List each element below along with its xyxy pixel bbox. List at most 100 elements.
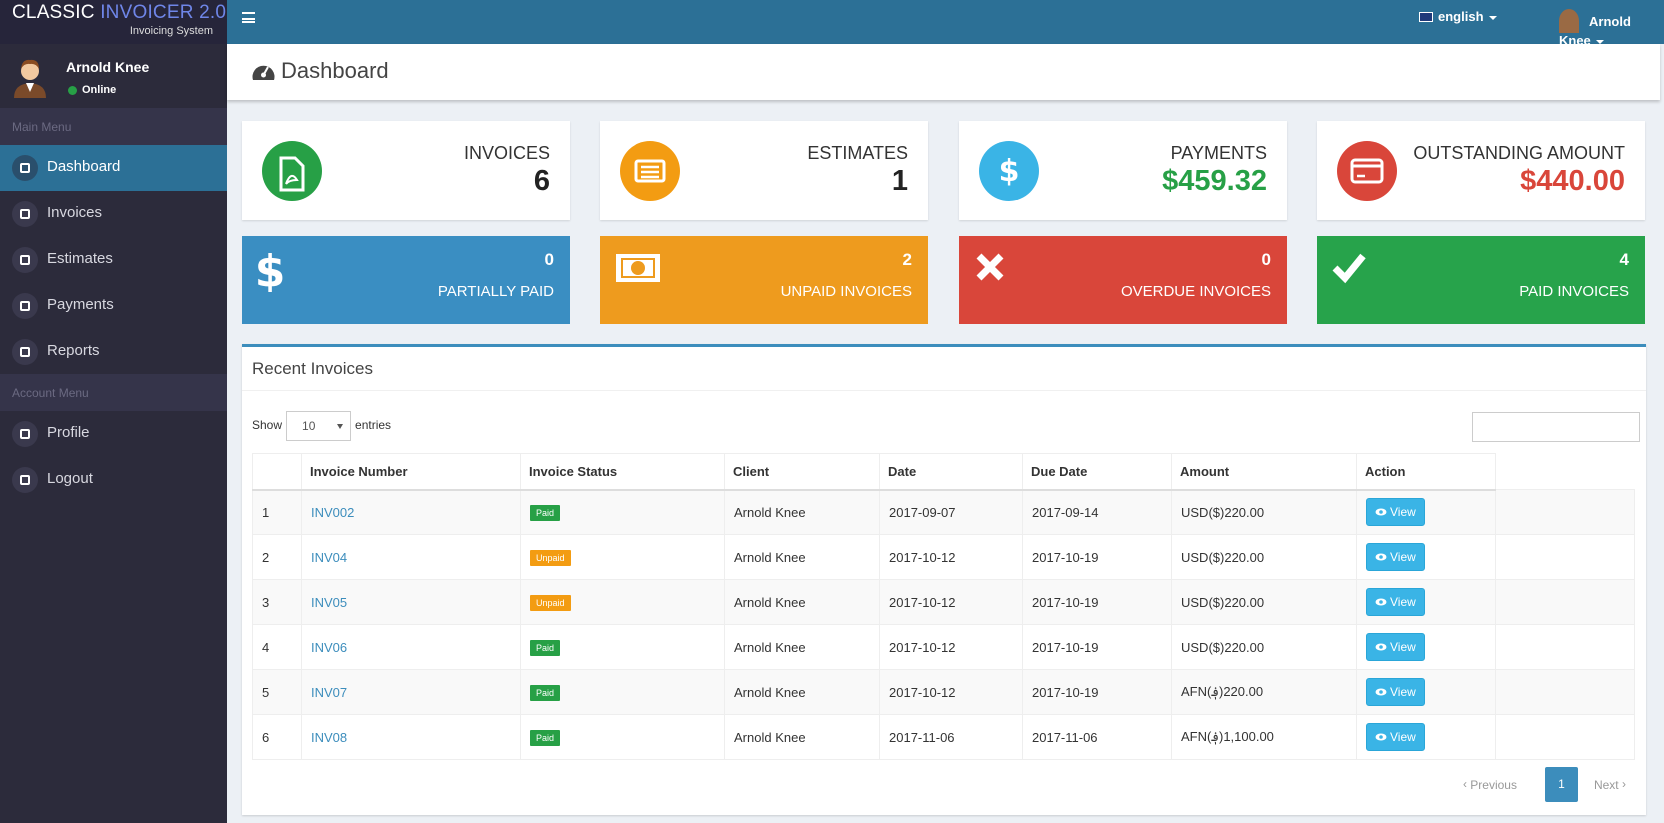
cell: 2017-11-06	[879, 714, 1023, 760]
menu-item[interactable]: Logout	[0, 457, 227, 503]
view-button[interactable]: View	[1366, 543, 1425, 571]
user-menu[interactable]: Arnold Knee	[1559, 9, 1664, 48]
menu-toggle[interactable]	[242, 12, 255, 23]
header-cell: Invoice Status	[520, 453, 725, 491]
cell: 2017-10-19	[1022, 624, 1172, 670]
tile-icon	[1332, 253, 1366, 284]
cell: View	[1356, 714, 1496, 760]
invoice-link[interactable]: INV002	[311, 504, 355, 520]
next[interactable]: Next ›	[1593, 777, 1626, 792]
cell: 2017-10-19	[1022, 579, 1172, 625]
cell	[1495, 669, 1635, 715]
stat-icon: $	[979, 141, 1039, 201]
show-label: Show	[252, 418, 283, 433]
section-label: Account Menu	[0, 374, 227, 411]
brand-subtitle: Invoicing System	[129, 25, 213, 37]
cell: Arnold Knee	[724, 624, 880, 670]
entries-label: entries	[355, 418, 392, 433]
glyph	[20, 209, 30, 219]
cell: View	[1356, 624, 1496, 670]
recent-invoices: Recent Invoices Show 10 entries Invoice Nu…	[242, 344, 1646, 815]
invoice-link[interactable]: INV06	[311, 639, 348, 655]
content-header: Dashboard	[227, 44, 1660, 100]
stat-value: $459.32	[1162, 165, 1267, 197]
menu-item[interactable]: Profile	[0, 411, 227, 457]
language-menu[interactable]: english	[1419, 9, 1497, 24]
cell: View	[1356, 669, 1496, 715]
glyph	[20, 301, 30, 311]
glyph	[20, 429, 30, 439]
divider	[242, 390, 1646, 391]
cell: INV06	[301, 624, 521, 670]
view-button[interactable]: View	[1366, 498, 1425, 527]
stat-label: INVOICES	[463, 143, 550, 163]
cell: Arnold Knee	[724, 489, 880, 535]
header-cell: Client	[724, 453, 880, 491]
tile-value: 0	[1261, 250, 1271, 269]
section-label: Main Menu	[0, 108, 227, 145]
status-badge: Paid	[530, 504, 561, 521]
header-cell	[252, 453, 302, 491]
cell: 2017-11-06	[1022, 714, 1172, 760]
prev[interactable]: ‹ Previous	[1462, 777, 1517, 792]
menu-item[interactable]: Reports	[0, 329, 227, 375]
table-row: 4 INV06 Paid Arnold Knee 2017-10-12 2017-10-1…	[252, 624, 1635, 670]
cell	[1495, 489, 1635, 535]
box-title: Recent Invoices	[252, 359, 373, 378]
cell: 2017-10-12	[879, 669, 1023, 715]
view-button[interactable]: View	[1366, 633, 1425, 661]
invoice-link[interactable]: INV08	[311, 729, 348, 745]
invoice-link[interactable]: INV04	[311, 549, 348, 565]
brand-a: CLASSIC	[12, 2, 95, 23]
length-select[interactable]: 10	[286, 411, 352, 441]
view-button[interactable]: View	[1366, 678, 1425, 706]
cell: 2017-09-07	[879, 489, 1023, 535]
view-button[interactable]: View	[1366, 588, 1425, 616]
header-cell: Invoice Number	[301, 453, 521, 491]
search-input[interactable]	[1472, 412, 1640, 442]
stat-box: INVOICES 6	[242, 121, 570, 220]
pagination: ‹ Previous 1 Next ›	[1463, 767, 1626, 802]
brand[interactable]: CLASSIC INVOICER 2.0 Invoicing System	[0, 0, 227, 44]
eye-icon	[1375, 733, 1387, 741]
menu-item[interactable]: Dashboard	[0, 145, 227, 191]
invoice-link[interactable]: INV07	[311, 684, 348, 700]
avatar	[14, 59, 46, 98]
cell	[1495, 534, 1635, 580]
cell: AFN(؋)220.00	[1171, 669, 1357, 715]
eye-icon	[1375, 508, 1387, 516]
stat-value: 1	[891, 165, 908, 197]
language: english	[1438, 9, 1484, 24]
menu-label: Reports	[47, 342, 100, 359]
menu-item[interactable]: Invoices	[0, 191, 227, 237]
cell: USD($)220.00	[1171, 534, 1357, 580]
menu-item[interactable]: Payments	[0, 283, 227, 329]
menu-icon	[12, 467, 38, 493]
tile-value: 4	[1619, 250, 1629, 269]
table-row: 1 INV002 Paid Arnold Knee 2017-09-07 2017-09-…	[252, 489, 1635, 535]
cell: Paid	[520, 714, 725, 760]
status-dot	[68, 86, 77, 95]
topbar: english Arnold Knee	[227, 0, 1664, 48]
menu-item[interactable]: Estimates	[0, 237, 227, 283]
menu-label: Payments	[47, 296, 114, 313]
tile: $0 PARTIALLY PAID	[242, 236, 570, 324]
cell: USD($)220.00	[1171, 489, 1357, 535]
menu-icon	[12, 155, 38, 181]
brand-b: INVOICER 2.0	[100, 2, 227, 23]
cell: 2017-10-12	[879, 624, 1023, 670]
glyph	[20, 475, 30, 485]
menu-icon	[12, 339, 38, 365]
cell: USD($)220.00	[1171, 579, 1357, 625]
tile-label: PARTIALLY PAID	[437, 283, 554, 300]
cell: Paid	[520, 669, 725, 715]
tile-label: UNPAID INVOICES	[780, 283, 912, 300]
dashboard-icon	[252, 65, 275, 80]
page-button[interactable]: 1	[1544, 767, 1578, 802]
status-badge: Unpaid	[530, 549, 571, 566]
invoice-link[interactable]: INV05	[311, 594, 348, 610]
cell: 2017-10-19	[1022, 534, 1172, 580]
invoice-table: Invoice Number Invoice Status Client Date Du…	[252, 453, 1635, 760]
view-button[interactable]: View	[1366, 723, 1425, 751]
